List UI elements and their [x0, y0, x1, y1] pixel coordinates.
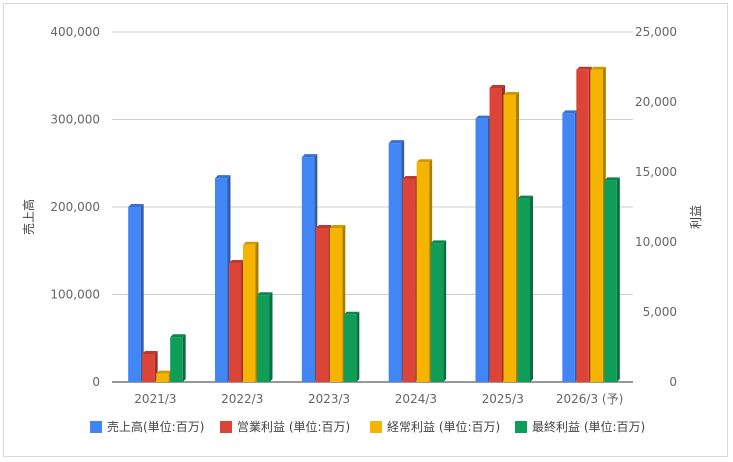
bar — [142, 351, 158, 382]
bar — [604, 177, 620, 382]
x-tick-label: 2025/3 — [482, 392, 524, 406]
bar — [562, 110, 578, 382]
legend-label: 最終利益 (単位:百万) — [532, 419, 645, 434]
bar — [329, 225, 346, 382]
bar — [576, 66, 592, 383]
y-tick-label-right: 25,000 — [635, 25, 677, 39]
y-tick-label-left: 200,000 — [50, 200, 100, 214]
bar — [128, 204, 144, 382]
legend-item: 経常利益 (単位:百万) — [370, 419, 500, 434]
bar — [343, 311, 360, 382]
x-tick-label: 2023/3 — [308, 392, 350, 406]
legend-swatch — [220, 421, 232, 433]
legend-item: 最終利益 (単位:百万) — [515, 419, 645, 434]
x-tick-label: 2021/3 — [134, 392, 176, 406]
legend-label: 売上高(単位:百万) — [107, 419, 204, 434]
bar — [229, 260, 245, 382]
bars — [128, 66, 620, 383]
legend-item: 営業利益 (単位:百万) — [220, 419, 350, 434]
y-axis-left: 0 100,000 200,000 300,000 400,000 — [50, 25, 100, 389]
x-tick-label: 2026/3 (予) — [556, 392, 623, 406]
x-axis: 2021/3 2022/3 2023/3 2024/3 2025/3 2026/3 (予) — [134, 392, 623, 406]
bar — [416, 159, 433, 382]
bar — [489, 85, 505, 382]
bar — [430, 240, 447, 382]
legend: 売上高(単位:百万) 営業利益 (単位:百万) 経常利益 (単位:百万) 最終利益 (… — [90, 419, 645, 434]
grid-lines — [112, 31, 633, 383]
y-tick-label-left: 400,000 — [50, 25, 100, 39]
y-axis-title-right: 利益 — [689, 205, 703, 229]
legend-swatch — [515, 421, 527, 433]
y-tick-label-left: 300,000 — [50, 113, 100, 127]
legend-swatch — [370, 421, 382, 433]
bar — [402, 176, 419, 382]
bar — [475, 115, 491, 382]
bar — [170, 334, 186, 382]
y-tick-label-right: 0 — [669, 375, 677, 389]
y-tick-label-right: 15,000 — [635, 165, 677, 179]
y-tick-label-right: 10,000 — [635, 235, 677, 249]
bar — [156, 370, 172, 382]
y-axis-title-left: 売上高 — [21, 199, 36, 235]
bar — [215, 175, 231, 382]
bar — [388, 140, 405, 382]
y-tick-label-left: 0 — [92, 375, 100, 389]
bar — [517, 195, 533, 382]
y-tick-label-left: 100,000 — [50, 288, 100, 302]
legend-label: 経常利益 (単位:百万) — [387, 419, 500, 434]
y-tick-label-right: 5,000 — [643, 305, 677, 319]
bar — [315, 225, 332, 382]
y-tick-label-right: 20,000 — [635, 95, 677, 109]
legend-label: 営業利益 (単位:百万) — [237, 419, 350, 434]
legend-swatch — [90, 421, 102, 433]
legend-item: 売上高(単位:百万) — [90, 419, 204, 434]
x-tick-label: 2024/3 — [395, 392, 437, 406]
bar — [590, 66, 606, 383]
bar — [503, 92, 519, 382]
x-tick-label: 2022/3 — [221, 392, 263, 406]
bar — [301, 154, 318, 382]
bar — [257, 292, 273, 382]
y-axis-right: 0 5,000 10,000 15,000 20,000 25,000 — [635, 25, 677, 389]
bar — [243, 241, 259, 382]
